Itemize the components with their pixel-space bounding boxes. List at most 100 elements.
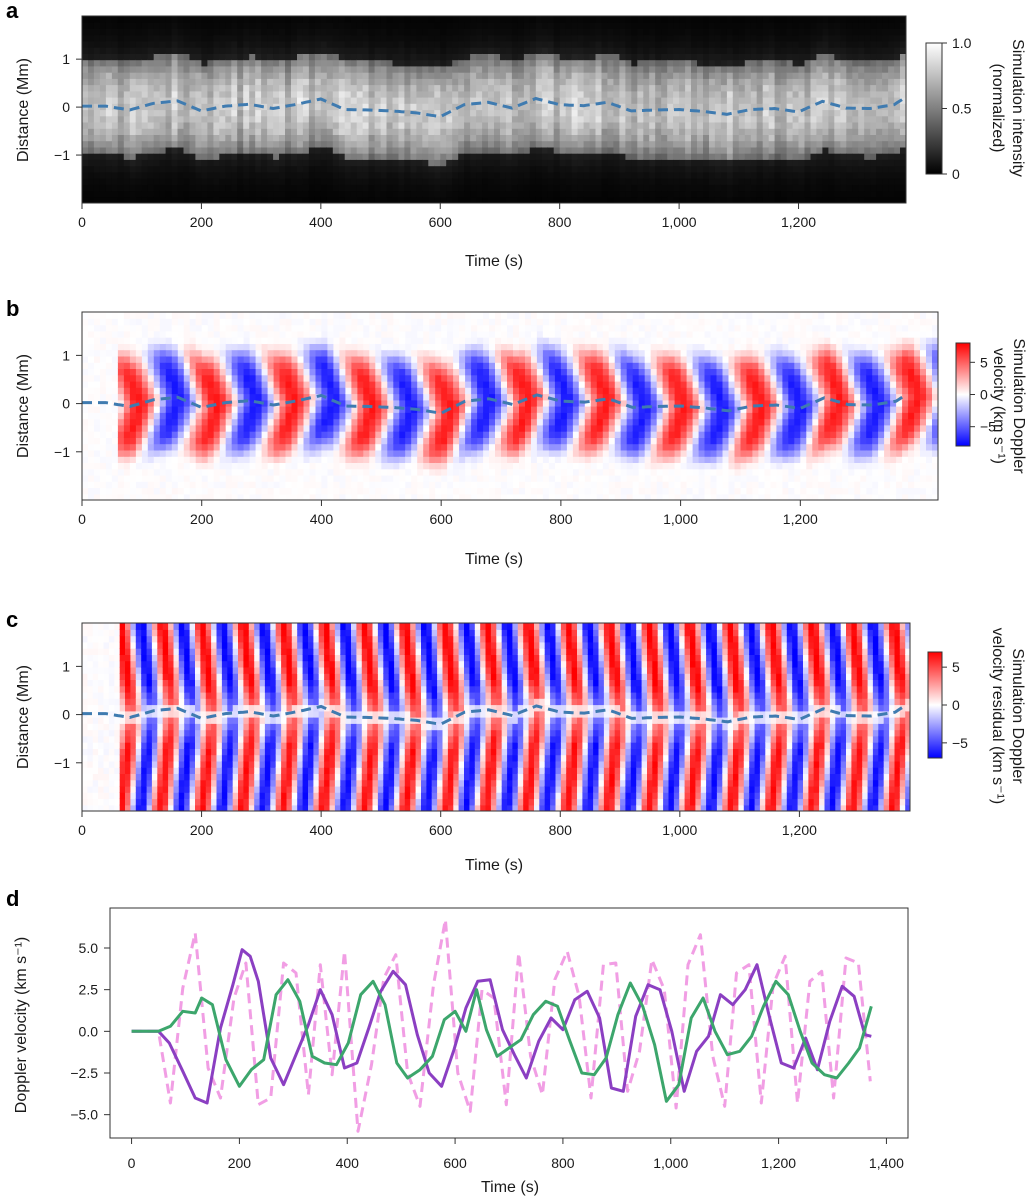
colorbar-label-line: velocity residual (km s⁻¹) (989, 628, 1006, 804)
y-tick-label: −1 (54, 755, 70, 771)
y-tick-label: −1 (54, 444, 70, 460)
colorbar-label-line: Simulation intensity (1009, 39, 1026, 177)
colorbar: 1.0 0.5 0 (925, 35, 972, 182)
colorbar-label-line: (normalized) (989, 64, 1006, 153)
y-tick-label: −5.0 (70, 1107, 98, 1123)
y-tick-label: 1 (62, 347, 70, 363)
y-tick-label: 2.5 (79, 982, 99, 998)
x-tick-label: 600 (429, 511, 453, 527)
colorbar-label-line: Simulation Doppler (1010, 338, 1027, 474)
x-tick-label: 400 (310, 511, 334, 527)
colorbar-tick-label: −5 (952, 735, 968, 751)
x-tick-label: 800 (549, 822, 573, 838)
plot-frame (81, 622, 911, 812)
x-axis: 0 200 400 600 800 1,000 1,200 (78, 500, 818, 527)
intensity-heatmap (82, 16, 906, 203)
panel-label-d: d (6, 886, 19, 911)
x-tick-label: 400 (309, 214, 333, 230)
x-tick-label: 600 (443, 1155, 467, 1171)
colorbar-gradient (925, 42, 943, 175)
colorbar-label: Simulation intensity(normalized) (989, 39, 1026, 177)
colorbar: 5 0 −5 (927, 651, 968, 759)
plot-frame (109, 907, 909, 1139)
panel-label-a: a (6, 0, 19, 23)
x-tick-label: 1,200 (783, 511, 818, 527)
y-axis: 1 0 −1 (54, 658, 82, 771)
y-axis: 1 0 −1 (54, 51, 82, 163)
y-tick-label: 0 (62, 396, 70, 412)
panel-label-b: b (6, 296, 19, 321)
y-tick-label: 1 (62, 51, 70, 67)
x-tick-label: 200 (190, 511, 214, 527)
colorbar-tick-label: 5 (952, 659, 960, 675)
x-axis-label: Time (s) (465, 857, 523, 874)
plot-frame (81, 311, 939, 501)
x-tick-label: 800 (551, 1155, 575, 1171)
plot-frame (81, 15, 907, 204)
y-axis-label: Distance (Mm) (15, 665, 32, 769)
y-axis-label: Doppler velocity (km s⁻¹) (13, 937, 30, 1113)
x-axis-label: Time (s) (481, 1179, 539, 1196)
panel-d: 0 200 400 600 800 1,000 1,200 1,400 5.0 2.5 0.0 −2… (13, 907, 909, 1196)
x-tick-label: 400 (336, 1155, 360, 1171)
x-axis-label: Time (s) (465, 551, 523, 568)
colorbar-tick-label: 5 (980, 354, 988, 370)
x-tick-label: 1,200 (781, 214, 816, 230)
x-tick-label: 0 (78, 511, 86, 527)
colorbar-tick-label: 0 (980, 387, 988, 403)
panel-label-c: c (6, 607, 18, 632)
colorbar-label-line: velocity (km s⁻¹) (990, 348, 1007, 464)
plot-area (131, 918, 873, 1133)
x-tick-label: 400 (309, 822, 333, 838)
y-axis: 5.0 2.5 0.0 −2.5 −5.0 (70, 940, 110, 1123)
x-tick-label: 800 (548, 214, 572, 230)
y-tick-label: 0 (62, 99, 70, 115)
x-tick-label: 1,000 (662, 822, 697, 838)
colorbar: 5 0 −5 (955, 342, 996, 447)
x-tick-label: 1,200 (761, 1155, 796, 1171)
center-dashed-line (82, 704, 905, 726)
colorbar-label: Simulation Dopplervelocity residual (km … (989, 628, 1026, 804)
x-tick-label: 200 (228, 1155, 252, 1171)
colorbar-label-line: Simulation Doppler (1009, 648, 1026, 784)
x-axis: 0 200 400 600 800 1,000 1,200 (78, 811, 817, 838)
colorbar-tick-label: 0.5 (952, 101, 972, 117)
x-tick-label: 200 (190, 822, 214, 838)
y-tick-label: 0 (62, 707, 70, 723)
colorbar-gradient (955, 342, 971, 447)
x-axis-label: Time (s) (465, 253, 523, 270)
panel-c: 0 200 400 600 800 1,000 1,200 1 0 −1 Time (s) Di… (15, 622, 1026, 874)
colorbar-tick-label: 1.0 (952, 35, 972, 51)
x-tick-label: 1,400 (869, 1155, 904, 1171)
x-tick-label: 1,000 (663, 511, 698, 527)
x-axis: 0 200 400 600 800 1,000 1,200 1,400 (128, 1138, 904, 1171)
x-tick-label: 1,000 (653, 1155, 688, 1171)
y-tick-label: −1 (54, 147, 70, 163)
x-tick-label: 1,200 (782, 822, 817, 838)
y-tick-label: 1 (62, 658, 70, 674)
y-tick-label: 5.0 (79, 940, 99, 956)
x-tick-label: 0 (78, 822, 86, 838)
doppler-residual-heatmap (82, 623, 910, 811)
colorbar-tick-label: 0 (952, 697, 960, 713)
center-dashed-line (82, 393, 906, 415)
y-tick-label: 0.0 (79, 1023, 99, 1039)
y-axis-label: Distance (Mm) (15, 354, 32, 458)
y-axis-label: Distance (Mm) (15, 58, 32, 162)
panel-a: 0 200 400 600 800 1,000 1,200 1 0 −1 Time (s) Di… (15, 15, 1026, 270)
y-axis: 1 0 −1 (54, 347, 82, 460)
x-tick-label: 600 (429, 214, 453, 230)
doppler-velocity-heatmap (82, 312, 938, 500)
panel-b: 0 200 400 600 800 1,000 1,200 1 0 −1 Time (s) Di… (15, 311, 1027, 568)
x-tick-label: 1,000 (662, 214, 697, 230)
center-dashed-line (82, 96, 904, 119)
x-axis: 0 200 400 600 800 1,000 1,200 (78, 203, 816, 230)
colorbar-tick-label: 0 (952, 166, 960, 182)
x-tick-label: 0 (128, 1155, 136, 1171)
y-tick-label: −2.5 (70, 1065, 98, 1081)
colorbar-tick-label: −5 (980, 419, 996, 435)
x-tick-label: 0 (78, 214, 86, 230)
series-line-3 (131, 978, 873, 1103)
colorbar-label: Simulation Dopplervelocity (km s⁻¹) (990, 338, 1027, 474)
